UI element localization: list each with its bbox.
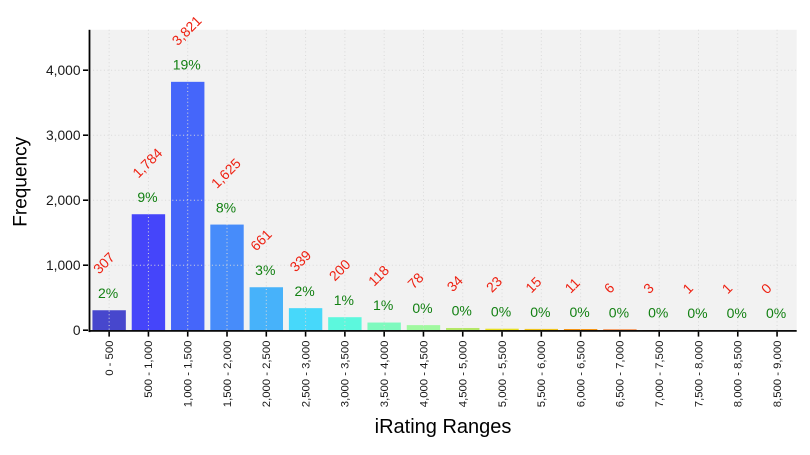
svg-text:2,500 - 3,000: 2,500 - 3,000 <box>300 341 312 408</box>
svg-text:0%: 0% <box>727 305 747 321</box>
svg-text:19%: 19% <box>173 57 201 73</box>
svg-text:6,000 - 6,500: 6,000 - 6,500 <box>575 341 587 408</box>
svg-text:1%: 1% <box>334 292 354 308</box>
svg-text:4,500 - 5,000: 4,500 - 5,000 <box>458 341 470 408</box>
svg-text:2%: 2% <box>98 285 118 301</box>
svg-text:0%: 0% <box>609 305 629 321</box>
svg-text:0%: 0% <box>412 300 432 316</box>
svg-text:0%: 0% <box>648 305 668 321</box>
svg-text:0%: 0% <box>569 304 589 320</box>
svg-text:Frequency: Frequency <box>11 136 32 226</box>
svg-text:0%: 0% <box>687 305 707 321</box>
svg-text:0: 0 <box>73 323 81 338</box>
svg-text:0%: 0% <box>530 304 550 320</box>
svg-text:2,000: 2,000 <box>46 193 81 208</box>
svg-text:7,000 - 7,500: 7,000 - 7,500 <box>654 341 666 408</box>
svg-text:8,000 - 8,500: 8,000 - 8,500 <box>733 341 745 408</box>
svg-text:1,500 - 2,000: 1,500 - 2,000 <box>222 341 234 408</box>
svg-text:3,500 - 4,000: 3,500 - 4,000 <box>379 341 391 408</box>
svg-text:0 - 500: 0 - 500 <box>104 341 116 376</box>
svg-text:8,500 - 9,000: 8,500 - 9,000 <box>772 341 784 408</box>
svg-text:2,000 - 2,500: 2,000 - 2,500 <box>261 341 273 408</box>
svg-text:8%: 8% <box>216 199 236 215</box>
svg-text:5,500 - 6,000: 5,500 - 6,000 <box>536 341 548 408</box>
svg-text:500 - 1,000: 500 - 1,000 <box>143 341 155 398</box>
svg-text:1%: 1% <box>373 297 393 313</box>
svg-text:6,500 - 7,000: 6,500 - 7,000 <box>615 341 627 408</box>
svg-text:3,000 - 3,500: 3,000 - 3,500 <box>340 341 352 408</box>
svg-text:9%: 9% <box>137 189 157 205</box>
svg-text:1,000 - 1,500: 1,000 - 1,500 <box>183 341 195 408</box>
svg-text:1,000: 1,000 <box>46 258 81 273</box>
svg-text:iRating Ranges: iRating Ranges <box>375 416 512 438</box>
svg-text:0%: 0% <box>452 303 472 319</box>
svg-text:3,000: 3,000 <box>46 128 81 143</box>
svg-text:2%: 2% <box>294 283 314 299</box>
svg-text:4,000: 4,000 <box>46 63 81 78</box>
svg-text:0%: 0% <box>766 305 786 321</box>
svg-text:0%: 0% <box>491 303 511 319</box>
svg-text:4,000 - 4,500: 4,000 - 4,500 <box>418 341 430 408</box>
svg-text:3%: 3% <box>255 262 275 278</box>
svg-text:5,000 - 5,500: 5,000 - 5,500 <box>497 341 509 408</box>
svg-text:7,500 - 8,000: 7,500 - 8,000 <box>693 341 705 408</box>
